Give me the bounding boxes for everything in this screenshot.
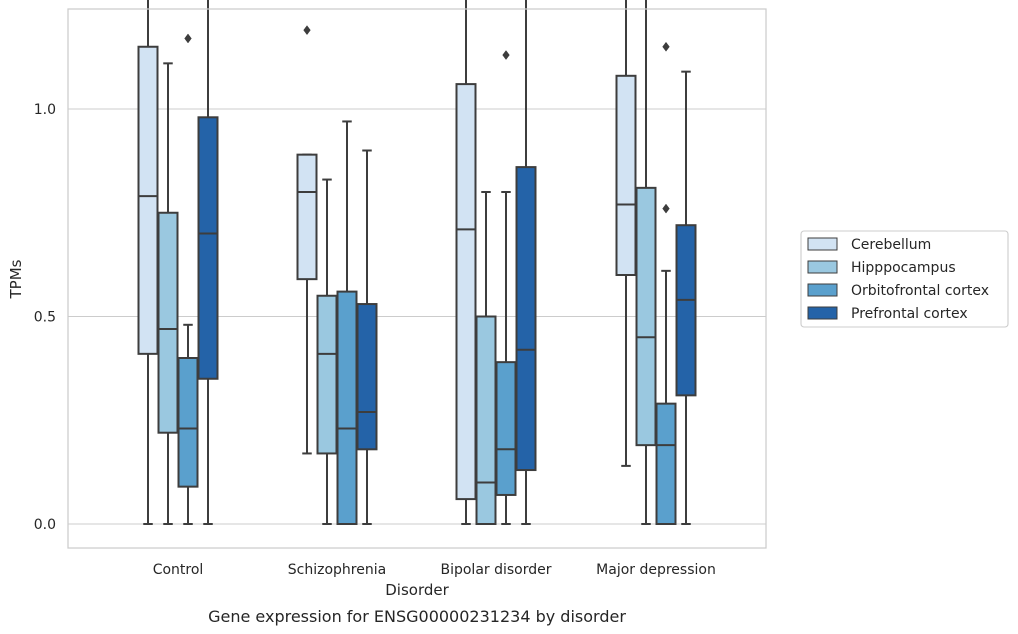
outlier-point [502,50,510,60]
box-body [475,315,497,525]
x-axis-label: Disorder [385,581,449,599]
box-prefrontal-cortex [356,149,378,525]
legend-swatch [807,283,838,297]
y-tick-labels: 0.00.51.01.52.0 [34,102,56,533]
box-cerebellum [615,0,637,467]
box-body [655,402,677,525]
box-body [157,211,179,434]
plot-frame [67,8,767,549]
legend-frame [800,230,1009,328]
y-tick-label: 0.5 [34,310,56,326]
legend-label: Cerebellum [851,237,931,253]
legend-label: Hipppocampus [851,260,956,276]
outlier-point [184,33,192,44]
y-tick-label: 0.0 [34,517,56,533]
chart-caption: Gene expression for ENSG00000231234 by d… [208,607,626,626]
x-tick-label: Control [153,562,204,578]
box-body [137,45,159,355]
box-body [515,166,537,472]
box-groups [137,0,697,525]
box-cerebellum [455,0,477,525]
box-body [455,83,477,501]
x-tick-label: Major depression [596,562,716,578]
y-tick-label: 1.0 [34,102,56,118]
y-axis-label: TPMs [7,259,25,299]
box-body [495,361,517,496]
box-hipppocampus [475,191,497,525]
box-prefrontal-cortex [197,0,219,525]
legend-swatch [807,237,838,251]
box-body [197,116,219,380]
box-cerebellum [137,0,159,525]
legend-swatch [807,306,838,320]
x-tick-labels: Control Schizophrenia Bipolar disorder Majo… [153,562,716,578]
legend-swatch [807,260,838,274]
box-hipppocampus [157,62,179,525]
legend-label: Orbitofrontal cortex [851,283,989,299]
outlier-point [303,25,311,36]
x-tick-label: Bipolar disorder [440,562,551,578]
box-orbitofrontal-cortex [177,33,199,525]
box-body [356,303,378,451]
box-body [316,294,338,455]
box-body [635,186,657,447]
legend-label: Prefrontal cortex [851,306,968,322]
box-body [177,357,199,488]
box-cerebellum [296,25,318,455]
box-body [675,224,697,397]
box-prefrontal-cortex [515,0,537,525]
legend: Cerebellum Hipppocampus Orbitofrontal cort… [800,230,1009,328]
box-hipppocampus [635,0,657,525]
box-body [296,153,318,281]
outlier-point [662,203,670,214]
box-body [615,74,637,276]
box-body [336,290,358,525]
x-tick-label: Schizophrenia [288,562,386,578]
outlier-point [662,41,670,52]
box-orbitofrontal-cortex [655,41,677,525]
box-prefrontal-cortex [675,70,697,525]
